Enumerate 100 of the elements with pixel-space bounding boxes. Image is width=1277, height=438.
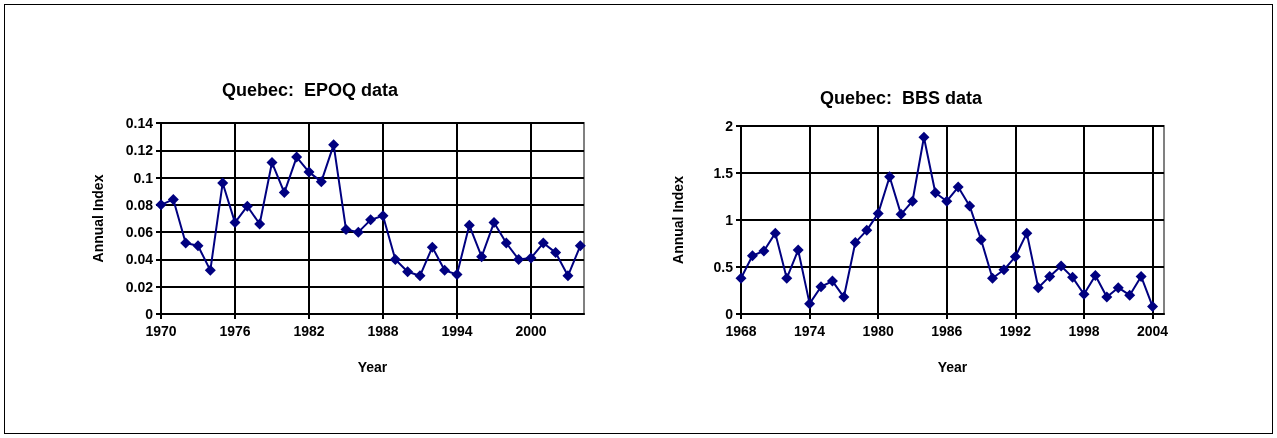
point (1055, 260, 1067, 272)
point (838, 291, 850, 303)
x-tick-label: 1998 (1068, 323, 1100, 339)
y-tick-label: 0.5 (713, 259, 734, 275)
point (537, 237, 549, 249)
point (826, 275, 838, 287)
point (895, 208, 907, 220)
point (550, 247, 562, 259)
chart-title: Quebec: EPOQ data (221, 80, 400, 100)
point (1124, 289, 1136, 301)
x-tick-label: 1988 (367, 323, 399, 339)
point (1021, 227, 1033, 239)
point (964, 200, 976, 212)
x-tick-label: 2000 (515, 323, 547, 339)
point (451, 268, 463, 280)
x-tick-label: 1994 (441, 323, 473, 339)
point (266, 157, 278, 169)
point (291, 151, 303, 163)
point (746, 250, 758, 262)
x-tick-label: 1976 (219, 323, 251, 339)
point (500, 237, 512, 249)
point (735, 272, 747, 284)
point (463, 219, 475, 231)
point (1112, 282, 1124, 294)
chart-title: Quebec: BBS data (819, 88, 983, 108)
y-tick-label: 0.04 (125, 251, 154, 268)
point (1044, 270, 1056, 282)
point (1135, 270, 1147, 282)
y-axis-title: Annual Index (670, 175, 686, 264)
x-tick-label: 1970 (145, 323, 177, 339)
point (377, 210, 389, 222)
point (918, 131, 930, 143)
point (167, 193, 179, 205)
point (1067, 271, 1079, 283)
point (389, 253, 401, 265)
x-axis-title: Year (937, 359, 968, 375)
point (872, 207, 884, 219)
y-tick-label: 0.12 (125, 142, 154, 159)
point (849, 237, 861, 249)
point (998, 264, 1010, 276)
point (1089, 269, 1101, 281)
x-axis-title: Year (357, 359, 388, 375)
point (340, 223, 352, 235)
point (488, 217, 500, 229)
point (1032, 282, 1044, 294)
y-tick-label: 0.1 (133, 169, 154, 186)
point (941, 195, 953, 207)
point (303, 166, 315, 178)
x-tick-label: 2004 (1136, 323, 1169, 339)
y-tick-label: 1 (725, 212, 734, 228)
point (769, 227, 781, 239)
point (217, 177, 229, 189)
y-tick-label: 0.08 (125, 196, 154, 213)
point (254, 218, 266, 230)
point (884, 171, 896, 183)
point (792, 244, 804, 256)
point (1009, 251, 1021, 263)
point (562, 270, 574, 282)
x-tick-label: 1992 (999, 323, 1032, 339)
point (155, 199, 167, 211)
y-tick-label: 2 (725, 118, 734, 134)
y-tick-label: 0 (145, 306, 154, 322)
point (513, 253, 525, 265)
point (241, 200, 253, 212)
point (861, 224, 873, 236)
point (402, 266, 414, 278)
point (952, 181, 964, 193)
point (804, 298, 816, 310)
y-tick-label: 0 (725, 306, 734, 322)
x-tick-label: 1968 (725, 323, 757, 339)
point (1101, 291, 1113, 303)
y-axis-title: Annual Index (90, 174, 106, 263)
x-tick-label: 1982 (293, 323, 325, 339)
point (192, 240, 204, 252)
point (1078, 288, 1090, 300)
x-tick-label: 1986 (931, 323, 963, 339)
point (439, 264, 451, 276)
y-tick-label: 0.02 (125, 278, 154, 295)
y-tick-label: 0.14 (125, 115, 154, 131)
x-tick-label: 1974 (794, 323, 826, 339)
point (781, 272, 793, 284)
point (229, 217, 241, 229)
point (987, 272, 999, 284)
point (365, 214, 377, 226)
point (414, 270, 426, 282)
point (525, 252, 537, 264)
point (204, 264, 216, 276)
point (476, 251, 488, 263)
point (278, 187, 290, 199)
point (574, 240, 586, 252)
x-tick-label: 1980 (862, 323, 894, 339)
point (815, 281, 827, 293)
point (1147, 300, 1159, 312)
point (315, 176, 327, 188)
point (906, 195, 918, 207)
y-tick-label: 0.06 (125, 224, 154, 241)
point (426, 241, 438, 253)
point (975, 234, 987, 246)
point (352, 226, 364, 238)
point (929, 187, 941, 199)
